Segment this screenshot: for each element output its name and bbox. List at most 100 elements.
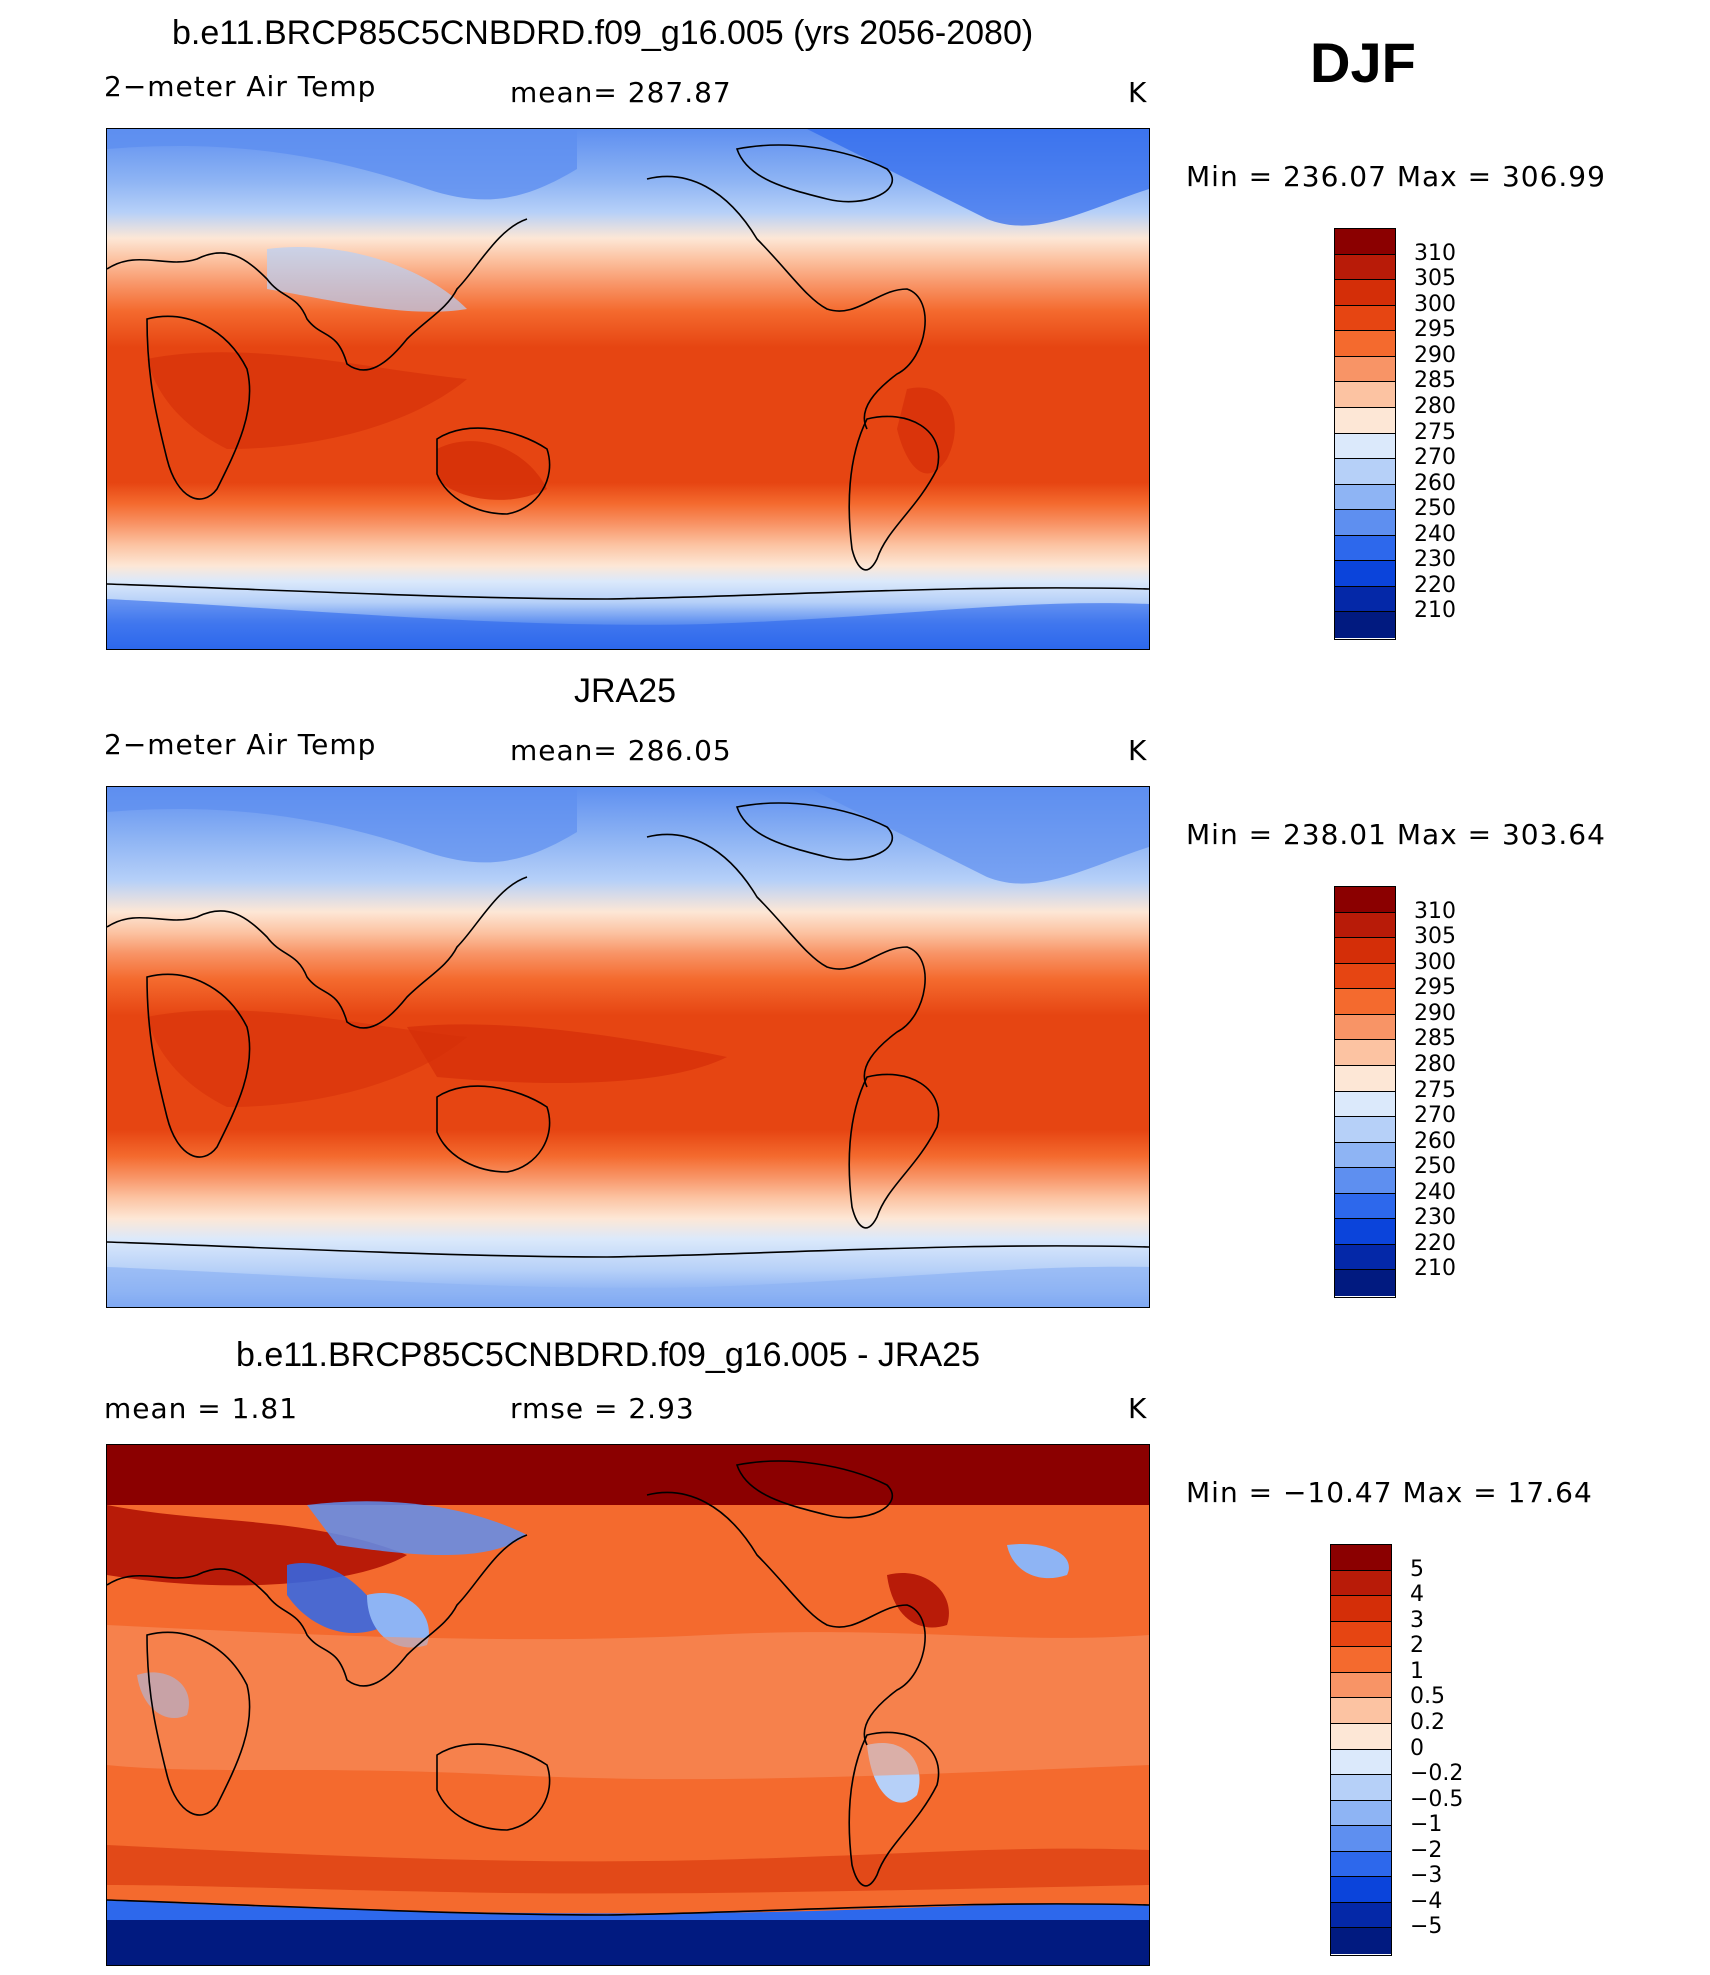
colorbar-swatch [1335, 510, 1395, 536]
colorbar-swatch [1331, 1621, 1391, 1648]
colorbar-tick-label: −3 [1410, 1863, 1443, 1889]
colorbar-swatch [1335, 459, 1395, 485]
colorbar-swatch [1331, 1902, 1391, 1929]
colorbar-tick-label: 240 [1414, 521, 1456, 547]
colorbar-swatch [1335, 305, 1395, 332]
colorbar-tick-label: 2 [1410, 1633, 1424, 1659]
colorbar-tick-label: 1 [1410, 1658, 1424, 1684]
colorbar-swatch [1335, 280, 1395, 306]
panel-3-units-label: K [1128, 1392, 1148, 1425]
colorbar-swatch [1331, 1545, 1391, 1571]
colorbar-tick-label: 0 [1410, 1735, 1424, 1761]
colorbar-tick-label: 270 [1414, 445, 1456, 471]
panel-2-map [106, 786, 1150, 1308]
colorbar-swatch [1335, 407, 1395, 434]
colorbar-tick-label: 230 [1414, 1205, 1456, 1231]
colorbar-tick-label: 290 [1414, 1000, 1456, 1026]
colorbar-swatch [1335, 1142, 1395, 1169]
panel-1-units-label: K [1128, 76, 1148, 109]
colorbar-tick-label: −1 [1410, 1812, 1443, 1838]
colorbar-swatch [1335, 535, 1395, 562]
colorbar-tick-label: 310 [1414, 898, 1456, 924]
panel-2-title: JRA25 [574, 672, 677, 710]
colorbar-tick-label: 260 [1414, 470, 1456, 496]
colorbar-swatch [1335, 938, 1395, 964]
colorbar-tick-label: 250 [1414, 1154, 1456, 1180]
colorbar-swatch [1335, 1040, 1395, 1066]
colorbar-tick-label: 280 [1414, 1051, 1456, 1077]
colorbar-swatch [1335, 561, 1395, 587]
panel-2-units-label: K [1128, 734, 1148, 767]
colorbar-swatch [1331, 1826, 1391, 1852]
colorbar-swatch [1331, 1775, 1391, 1801]
colorbar-swatch [1335, 989, 1395, 1015]
colorbar-tick-label: −4 [1410, 1888, 1443, 1914]
colorbar-swatch [1335, 1091, 1395, 1118]
panel-3-title: b.e11.BRCP85C5CNBDRD.f09_g16.005 - JRA25 [236, 1336, 980, 1374]
colorbar-swatch [1335, 1219, 1395, 1245]
colorbar-swatch [1335, 887, 1395, 913]
colorbar-swatch [1331, 1800, 1391, 1827]
colorbar-tick-label: 220 [1414, 1230, 1456, 1256]
colorbar-tick-label: 305 [1414, 266, 1456, 292]
panel-1-colorbar [1334, 228, 1396, 640]
panel-2-mean-label: mean= 286.05 [510, 734, 732, 767]
colorbar-tick-label: 0.2 [1410, 1709, 1445, 1735]
panel-1-variable-label: 2−meter Air Temp [104, 70, 377, 103]
colorbar-tick-label: 210 [1414, 598, 1456, 624]
panel-2-variable-label: 2−meter Air Temp [104, 728, 377, 761]
colorbar-tick-label: 5 [1410, 1556, 1424, 1582]
colorbar-swatch [1335, 1270, 1395, 1296]
colorbar-swatch [1335, 356, 1395, 383]
colorbar-tick-label: 220 [1414, 572, 1456, 598]
colorbar-tick-label: 240 [1414, 1179, 1456, 1205]
colorbar-swatch [1335, 1244, 1395, 1271]
colorbar-tick-label: 210 [1414, 1256, 1456, 1282]
panel-1-map [106, 128, 1150, 650]
colorbar-swatch [1331, 1596, 1391, 1622]
colorbar-tick-label: −0.5 [1410, 1786, 1464, 1812]
panel-1-minmax: Min = 236.07 Max = 306.99 [1186, 160, 1606, 193]
colorbar-swatch [1331, 1749, 1391, 1776]
colorbar-tick-label: 295 [1414, 317, 1456, 343]
colorbar-tick-label: 285 [1414, 368, 1456, 394]
colorbar-swatch [1335, 382, 1395, 408]
colorbar-tick-label: 250 [1414, 496, 1456, 522]
panel-3-rmse-label: rmse = 2.93 [510, 1392, 695, 1425]
colorbar-swatch [1331, 1647, 1391, 1673]
season-label: DJF [1310, 31, 1416, 94]
colorbar-tick-label: 285 [1414, 1026, 1456, 1052]
colorbar-tick-label: 300 [1414, 949, 1456, 975]
colorbar-tick-label: 310 [1414, 240, 1456, 266]
colorbar-tick-label: 270 [1414, 1103, 1456, 1129]
colorbar-swatch [1335, 433, 1395, 460]
colorbar-tick-label: −0.2 [1410, 1761, 1464, 1787]
colorbar-tick-label: 4 [1410, 1582, 1424, 1608]
colorbar-tick-label: 280 [1414, 393, 1456, 419]
colorbar-swatch [1335, 912, 1395, 939]
colorbar-tick-label: −5 [1410, 1914, 1443, 1940]
panel-3-colorbar [1330, 1544, 1392, 1956]
colorbar-swatch [1335, 331, 1395, 357]
colorbar-swatch [1335, 254, 1395, 281]
colorbar-swatch [1331, 1723, 1391, 1750]
panel-3-map [106, 1444, 1150, 1966]
colorbar-tick-label: 305 [1414, 924, 1456, 950]
colorbar-tick-label: 295 [1414, 975, 1456, 1001]
colorbar-swatch [1331, 1928, 1391, 1954]
colorbar-tick-label: 275 [1414, 1077, 1456, 1103]
colorbar-swatch [1331, 1877, 1391, 1903]
colorbar-tick-label: −2 [1410, 1837, 1443, 1863]
colorbar-tick-label: 0.5 [1410, 1684, 1445, 1710]
colorbar-swatch [1335, 1193, 1395, 1220]
panel-3-minmax: Min = −10.47 Max = 17.64 [1186, 1476, 1593, 1509]
colorbar-swatch [1331, 1851, 1391, 1878]
colorbar-tick-label: 260 [1414, 1128, 1456, 1154]
panel-1-mean-label: mean= 287.87 [510, 76, 732, 109]
colorbar-swatch [1335, 612, 1395, 638]
colorbar-swatch [1335, 229, 1395, 255]
colorbar-tick-label: 300 [1414, 291, 1456, 317]
colorbar-tick-label: 275 [1414, 419, 1456, 445]
colorbar-swatch [1331, 1672, 1391, 1699]
colorbar-swatch [1331, 1698, 1391, 1724]
